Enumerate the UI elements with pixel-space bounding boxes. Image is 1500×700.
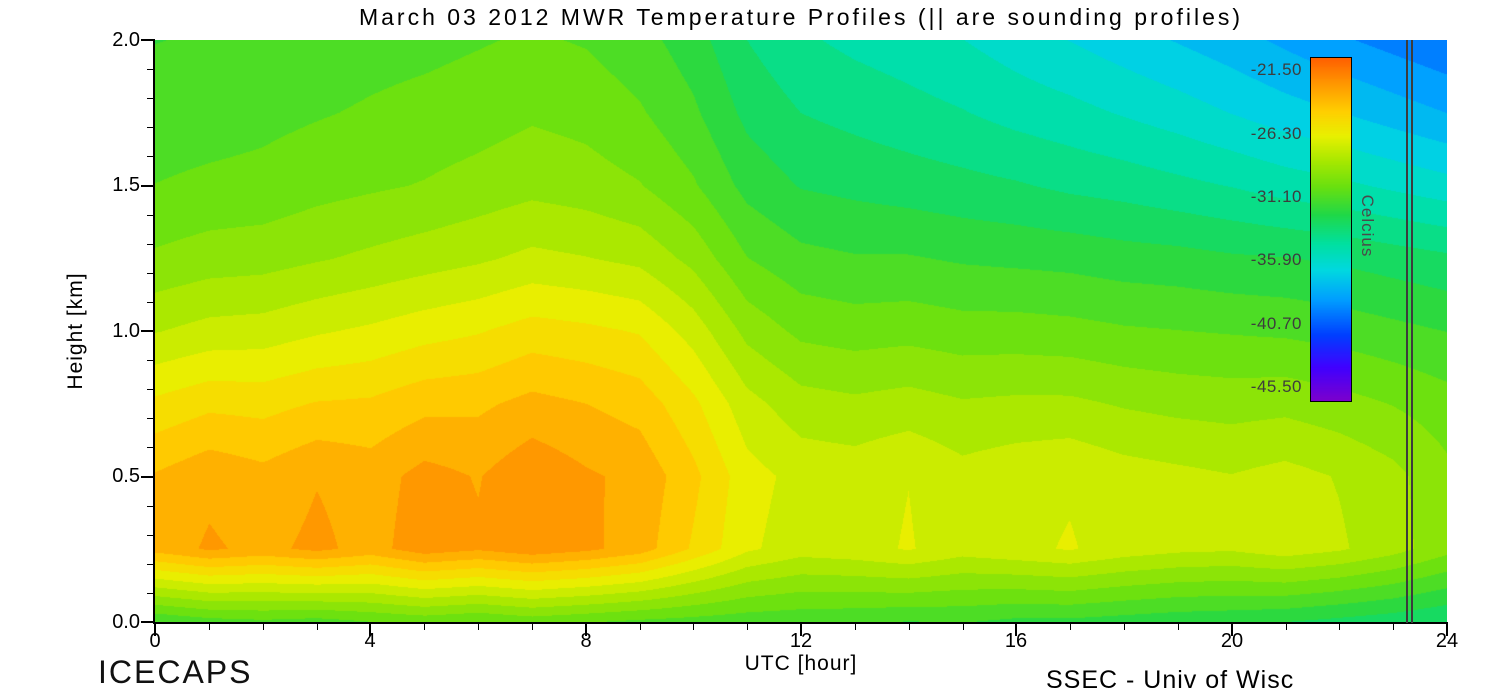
axis-tick — [1124, 623, 1125, 630]
y-axis-title: Height [km] — [64, 272, 87, 390]
axis-tick — [147, 535, 155, 536]
axis-tick — [800, 623, 802, 636]
temperature-heatmap-canvas — [155, 40, 1447, 622]
colorbar-tick-label: -26.30 — [1250, 124, 1302, 143]
y-axis-line — [153, 40, 155, 624]
axis-tick — [147, 447, 155, 448]
x-tick-label: 4 — [364, 630, 376, 652]
axis-tick — [1286, 623, 1287, 630]
axis-tick — [369, 623, 371, 636]
axis-tick — [1393, 623, 1394, 630]
axis-tick — [424, 623, 425, 630]
axis-tick — [1446, 623, 1448, 636]
colorbar-tick-label: -35.90 — [1250, 250, 1302, 269]
axis-tick — [147, 506, 155, 507]
x-tick-label: 16 — [1004, 630, 1028, 652]
axis-tick — [147, 69, 155, 70]
axis-tick — [147, 302, 155, 303]
axis-tick — [147, 98, 155, 99]
axis-tick — [532, 623, 533, 630]
axis-tick — [147, 244, 155, 245]
axis-tick — [147, 273, 155, 274]
axis-tick — [1231, 623, 1233, 636]
colorbar-tick-label: -45.50 — [1250, 377, 1302, 396]
axis-tick — [141, 185, 155, 187]
axis-tick — [154, 623, 156, 636]
axis-tick — [147, 215, 155, 216]
y-tick-label: 1.0 — [112, 320, 140, 342]
axis-tick — [909, 623, 910, 630]
axis-tick — [747, 623, 748, 630]
colorbar-tick-label: -31.10 — [1250, 187, 1302, 206]
colorbar-gradient-canvas — [1311, 58, 1351, 401]
axis-tick — [1015, 623, 1017, 636]
icecaps-watermark: ICECAPS — [98, 654, 253, 690]
axis-tick — [1339, 623, 1340, 630]
x-tick-label: 8 — [580, 630, 592, 652]
colorbar-tick-label: -40.70 — [1250, 314, 1302, 333]
axis-tick — [963, 623, 964, 630]
colorbar — [1310, 57, 1352, 402]
axis-tick — [147, 360, 155, 361]
y-tick-label: 0.5 — [112, 465, 140, 487]
y-tick-label: 1.5 — [112, 174, 140, 196]
axis-tick — [147, 156, 155, 157]
axis-tick — [317, 623, 318, 630]
y-tick-label: 2.0 — [112, 29, 140, 51]
y-tick-label: 0.0 — [112, 611, 140, 633]
axis-tick — [1070, 623, 1071, 630]
axis-tick — [147, 127, 155, 128]
axis-tick — [478, 623, 479, 630]
plot-area — [155, 40, 1447, 622]
axis-tick — [1178, 623, 1179, 630]
colorbar-unit-label: Celcius — [1358, 194, 1377, 258]
axis-tick — [147, 418, 155, 419]
sounding-profile-marker — [1406, 40, 1413, 623]
x-axis-title: UTC [hour] — [744, 652, 858, 675]
x-tick-label: 20 — [1220, 630, 1244, 652]
axis-tick — [263, 623, 264, 630]
axis-tick — [209, 623, 210, 630]
axis-tick — [693, 623, 694, 630]
colorbar-tick-label: -21.50 — [1250, 60, 1302, 79]
x-tick-label: 24 — [1435, 630, 1459, 652]
axis-tick — [141, 476, 155, 478]
axis-tick — [147, 593, 155, 594]
axis-tick — [147, 564, 155, 565]
x-tick-label: 12 — [789, 630, 813, 652]
axis-tick — [141, 621, 155, 623]
axis-tick — [147, 389, 155, 390]
axis-tick — [640, 623, 641, 630]
x-tick-label: 0 — [149, 630, 161, 652]
credit-text: SSEC - Univ of Wisc — [1046, 666, 1295, 694]
axis-tick — [141, 39, 155, 41]
axis-tick — [855, 623, 856, 630]
chart-title: March 03 2012 MWR Temperature Profiles (… — [358, 4, 1244, 30]
axis-tick — [141, 330, 155, 332]
axis-tick — [585, 623, 587, 636]
